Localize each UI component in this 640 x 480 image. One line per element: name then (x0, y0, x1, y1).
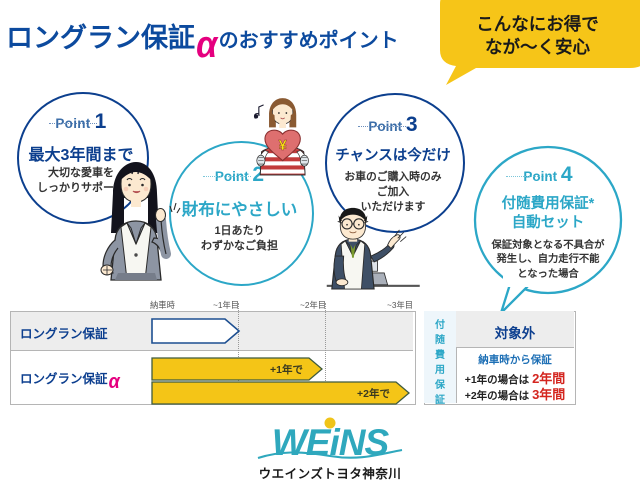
svg-text:¥: ¥ (278, 137, 287, 154)
